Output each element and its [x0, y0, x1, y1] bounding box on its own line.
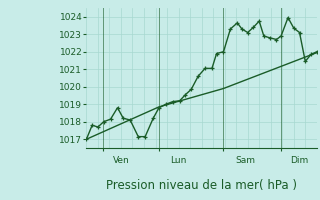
Text: Dim: Dim	[290, 156, 308, 165]
Text: Sam: Sam	[235, 156, 255, 165]
Text: Pression niveau de la mer( hPa ): Pression niveau de la mer( hPa )	[106, 179, 297, 192]
Text: Ven: Ven	[113, 156, 130, 165]
Text: Lun: Lun	[171, 156, 187, 165]
